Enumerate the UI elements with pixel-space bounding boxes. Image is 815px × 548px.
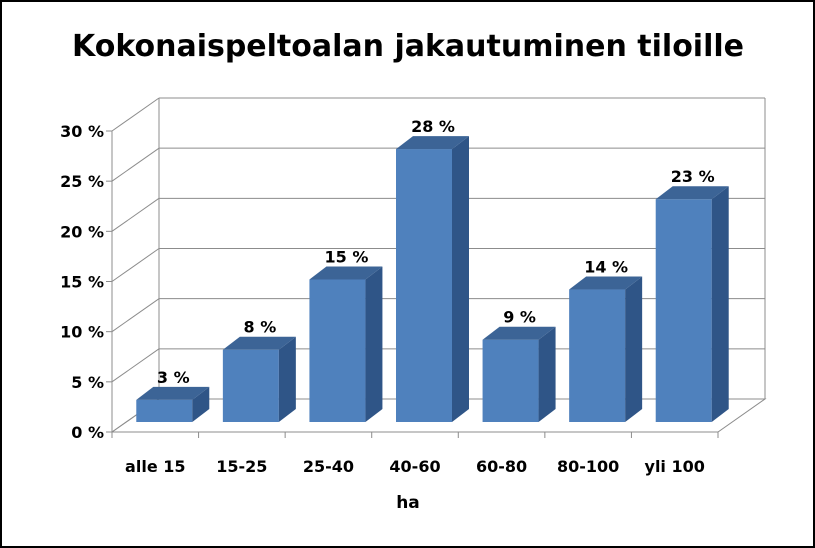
gridline-diagonal — [111, 147, 160, 182]
bar-top — [309, 266, 383, 280]
bar-front — [309, 279, 366, 422]
bar — [222, 336, 296, 422]
bar-side — [192, 386, 210, 422]
bar — [569, 276, 643, 422]
x-tick-label: 60-80 — [476, 457, 527, 476]
gridline-diagonal — [111, 298, 160, 333]
data-label: 14 % — [584, 258, 628, 277]
bar — [396, 136, 469, 423]
bar-top — [569, 276, 643, 290]
y-tick-label: 25 % — [60, 172, 104, 191]
gridline-diagonal — [111, 248, 160, 282]
labels: 3 % alle 15 8 % 15-25 15 % 25-40 28 % 40-60 9 % 6… — [125, 117, 715, 476]
bar-side — [365, 266, 383, 422]
bar-top — [655, 186, 729, 200]
data-label: 28 % — [411, 117, 455, 136]
bar-front — [222, 349, 279, 422]
bar-front — [655, 199, 712, 422]
bar — [655, 186, 729, 422]
chart-title: Kokonaispeltoalan jakautuminen tiloille — [72, 29, 744, 64]
x-tick-label: alle 15 — [125, 457, 185, 476]
x-tick-label: 15-25 — [216, 457, 267, 476]
bar-front — [569, 289, 626, 422]
bar — [309, 266, 383, 422]
gridline-diagonal — [111, 97, 160, 132]
y-tick-label: 20 % — [60, 222, 104, 241]
bar-top — [482, 326, 556, 340]
bars — [136, 136, 729, 423]
bar-side — [625, 276, 643, 422]
y-tick-label: 0 % — [71, 423, 104, 442]
data-label: 23 % — [671, 167, 715, 186]
bar-side — [452, 136, 469, 423]
gridline-diagonal — [111, 348, 160, 383]
gridline-diagonal — [111, 197, 160, 232]
bar-side — [278, 336, 296, 422]
bar — [482, 326, 556, 422]
bar-top — [396, 136, 469, 150]
y-tick-label: 30 % — [60, 122, 104, 141]
x-tick-label: yli 100 — [645, 457, 705, 476]
bar-top — [222, 336, 296, 350]
bar-side — [538, 326, 556, 422]
y-tick-label: 5 % — [71, 373, 104, 392]
x-axis-label: ha — [396, 493, 420, 513]
bar-front — [482, 339, 539, 422]
x-tick-label: 25-40 — [303, 457, 354, 476]
y-tick-label: 10 % — [60, 323, 104, 342]
bar-front — [136, 399, 193, 422]
data-label: 15 % — [324, 248, 368, 267]
bar-top — [136, 386, 210, 400]
data-label: 8 % — [243, 318, 276, 337]
x-tick-label: 80-100 — [557, 457, 619, 476]
axes: 0 % 5 % 10 % 15 % 20 % 25 % 30 % — [60, 122, 719, 442]
x-tick-label: 40-60 — [389, 457, 440, 476]
bar — [136, 386, 210, 422]
data-label: 3 % — [157, 368, 190, 387]
bar-front — [396, 149, 452, 423]
data-label: 9 % — [503, 308, 536, 327]
y-tick-label: 15 % — [60, 273, 104, 292]
bar-side — [711, 186, 729, 422]
